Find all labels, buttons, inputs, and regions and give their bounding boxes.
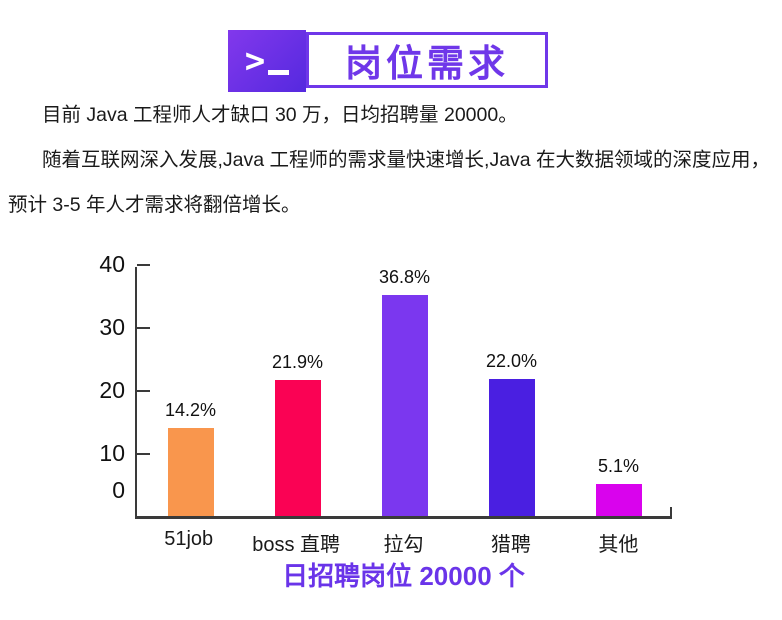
- y-axis-tick-mark: [137, 453, 150, 455]
- bar-slot: 21.9%: [244, 267, 351, 516]
- bar-chart-plot-area: 14.2% 21.9% 36.8% 22.0% 5.1% 0 10 20 30 40: [99, 251, 672, 519]
- bar-value-label: 22.0%: [485, 351, 538, 372]
- underscore-glyph: [268, 70, 290, 75]
- y-axis-tick-label: 10: [99, 440, 125, 466]
- bar-其他: [595, 484, 642, 516]
- y-axis-tick-label: 30: [99, 314, 125, 340]
- bar-51job: [167, 427, 214, 516]
- x-axis-tick-label: boss 直聘: [252, 534, 341, 556]
- bar-value-label: 5.1%: [597, 456, 640, 477]
- section-title-box: 岗位需求: [306, 32, 548, 88]
- y-axis-tick-mark: [137, 264, 150, 266]
- terminal-prompt-icon: >: [244, 41, 290, 81]
- bar-slot: 22.0%: [458, 267, 565, 516]
- section-title: 岗位需求: [345, 43, 509, 84]
- bar-slot: 36.8%: [351, 267, 458, 516]
- y-axis-tick-mark: [137, 390, 150, 392]
- x-axis-tick-label: 51job: [164, 528, 214, 550]
- x-axis-tick-label: 猎聘: [490, 534, 531, 556]
- bar-猎聘: [488, 379, 535, 516]
- bar-slot: 14.2%: [137, 267, 244, 516]
- y-axis-tick-mark: [137, 327, 150, 329]
- y-axis-tick-label: 40: [99, 251, 125, 277]
- intro-text-line: 目前 Java 工程师人才缺口 30 万，日均招聘量 20000。: [42, 104, 518, 126]
- bars-container: 14.2% 21.9% 36.8% 22.0% 5.1%: [137, 267, 672, 516]
- bar-slot: 5.1%: [565, 267, 672, 516]
- y-axis-tick-label: 20: [99, 377, 125, 403]
- x-axis-labels: 51job boss 直聘 拉勾 猎聘 其他: [135, 528, 672, 557]
- bar-value-label: 21.9%: [271, 351, 324, 372]
- chart-caption: 日招聘岗位 20000 个: [282, 561, 525, 591]
- x-axis-tick-label: 拉勾: [383, 534, 424, 556]
- intro-text-line: 预计 3-5 年人才需求将翻倍增长。: [8, 194, 301, 216]
- bar-boss 直聘: [274, 379, 321, 516]
- y-axis-tick-label: 0: [112, 477, 125, 503]
- intro-text-line: 随着互联网深入发展,Java 工程师的需求量快速增长,Java 在大数据领域的深…: [42, 149, 771, 171]
- x-axis-tick-label: 其他: [598, 534, 639, 556]
- x-axis-end-tick: [670, 507, 672, 516]
- terminal-icon: >: [228, 30, 306, 92]
- bar-拉勾: [381, 295, 428, 516]
- intro-paragraphs: 目前 Java 工程师人才缺口 30 万，日均招聘量 20000。随着互联网深入…: [8, 93, 778, 228]
- greater-than-glyph: >: [244, 41, 266, 81]
- bar-value-label: 14.2%: [164, 399, 217, 420]
- bar-value-label: 36.8%: [378, 267, 431, 287]
